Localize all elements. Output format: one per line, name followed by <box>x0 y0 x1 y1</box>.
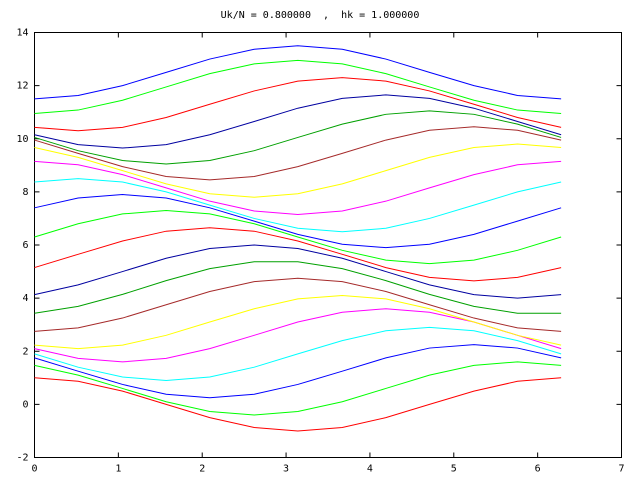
x-tick-label: 4 <box>367 464 373 475</box>
y-tick-label: 14 <box>16 28 28 39</box>
curve <box>34 110 562 165</box>
y-tick-label: 8 <box>22 187 28 198</box>
curve <box>34 344 562 399</box>
y-tick-label: 10 <box>16 134 28 145</box>
curve <box>34 77 562 132</box>
curve <box>34 277 562 332</box>
curve <box>34 261 562 314</box>
y-tick-label: 2 <box>22 346 28 357</box>
curve <box>34 126 562 181</box>
x-tick-label: 3 <box>283 464 289 475</box>
curve <box>34 361 562 416</box>
curve <box>34 143 562 198</box>
curve <box>34 94 562 149</box>
curve <box>34 194 562 249</box>
curve <box>34 326 562 381</box>
y-tick-label: 0 <box>22 399 28 410</box>
y-tick-label: -2 <box>16 453 28 464</box>
y-tick-label: 6 <box>22 240 28 251</box>
curve <box>34 209 562 265</box>
curve <box>34 244 562 299</box>
x-tick-label: 1 <box>115 464 121 475</box>
curve <box>34 227 562 282</box>
curve <box>34 160 562 215</box>
curve <box>34 377 562 432</box>
x-tick-label: 7 <box>618 464 624 475</box>
curve <box>34 294 562 350</box>
y-tick-label: 4 <box>22 293 28 304</box>
x-tick-label: 6 <box>535 464 541 475</box>
curve <box>34 45 562 100</box>
y-tick-label: 12 <box>16 81 28 92</box>
chart-title: Uk/N = 0.800000 , hk = 1.000000 <box>221 10 420 21</box>
x-tick-label: 2 <box>199 464 205 475</box>
x-tick-label: 0 <box>31 464 37 475</box>
x-tick-label: 5 <box>451 464 457 475</box>
curve <box>34 59 562 115</box>
curve <box>34 178 562 233</box>
